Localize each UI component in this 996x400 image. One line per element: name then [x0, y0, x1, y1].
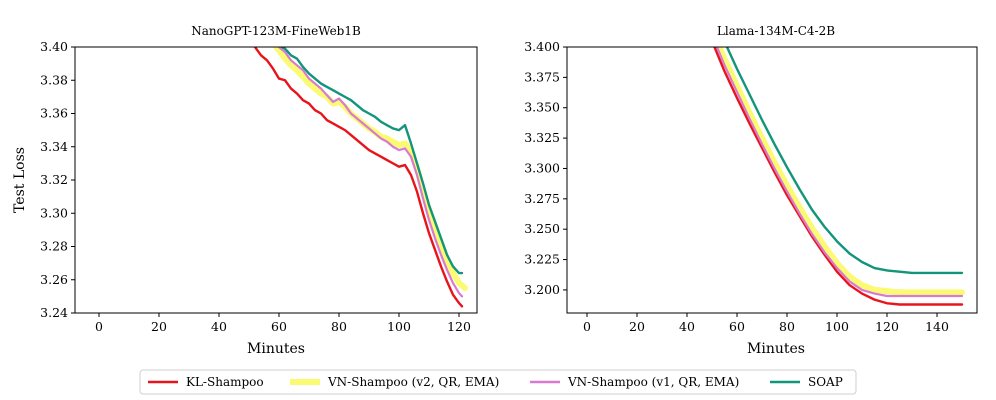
- chart-title-right: Llama-134M-C4-2B: [717, 24, 835, 38]
- x-axis-left: 0 20 40 60 80 100 120: [95, 313, 471, 334]
- y-tick-label-left: 3.34: [40, 139, 68, 154]
- y-tick-label-left: 3.28: [40, 239, 68, 254]
- panel-left: NanoGPT-123M-FineWeb1B 3.243.263.283.303…: [12, 24, 478, 357]
- x-tick-label-right: 40: [679, 319, 695, 334]
- y-tick-label-left: 3.32: [40, 172, 68, 187]
- x-tick-label-right: 80: [779, 319, 795, 334]
- x-tick-label-left: 80: [331, 319, 347, 334]
- plot-area-left: [253, 47, 468, 308]
- series-line-vn-shampoo-v2-qr-ema: [716, 47, 965, 296]
- legend-frame: [139, 369, 857, 395]
- series-line-soap: [725, 47, 964, 275]
- y-tick-label-left: 3.24: [40, 305, 68, 320]
- legend-label: VN-Shampoo (v2, QR, EMA): [327, 375, 499, 389]
- chart-title-left: NanoGPT-123M-FineWeb1B: [191, 24, 361, 38]
- y-tick-label-right: 3.250: [524, 221, 560, 236]
- legend-label: VN-Shampoo (v1, QR, EMA): [567, 375, 739, 389]
- legend-label: KL-Shampoo: [186, 375, 264, 389]
- x-axis-right: 0 20 40 60 80 100 120 140: [583, 313, 949, 334]
- y-tick-label-right: 3.375: [524, 69, 560, 84]
- legend-label: SOAP: [808, 375, 843, 389]
- plot-frame-right: [566, 46, 978, 314]
- y-tick-label-left: 3.36: [40, 106, 68, 121]
- y-tick-label-right: 3.400: [524, 39, 560, 54]
- x-tick-label-right: 120: [875, 319, 899, 334]
- y-tick-label-right: 3.225: [524, 252, 560, 267]
- plot-frame-left: [74, 46, 478, 314]
- y-tick-label-right: 3.350: [524, 100, 560, 115]
- x-tick-label-left: 100: [387, 319, 411, 334]
- x-tick-label-left: 40: [211, 319, 227, 334]
- y-tick-label-right: 3.275: [524, 191, 560, 206]
- y-axis-right: 3.200 3.225 3.250 3.275 3.300 3.325 3.350 3.375…: [524, 39, 567, 297]
- x-tick-label-left: 60: [271, 319, 287, 334]
- x-tick-label-right: 20: [629, 319, 645, 334]
- x-tick-label-right: 140: [925, 319, 949, 334]
- y-tick-label-left: 3.30: [40, 205, 68, 220]
- plot-area-right: [713, 47, 965, 306]
- x-tick-label-left: 0: [95, 319, 103, 334]
- y-tick-label-right: 3.325: [524, 130, 560, 145]
- x-tick-label-left: 20: [151, 319, 167, 334]
- series-line-vn-shampoo-v1-qr-ema: [715, 47, 964, 298]
- series-group-left: [253, 47, 468, 308]
- series-line-vn-shampoo-v1-qr-ema: [277, 47, 464, 298]
- x-tick-label-left: 120: [447, 319, 471, 334]
- legend: KL-Shampoo VN-Shampoo (v2, QR, EMA) VN-Sha…: [139, 369, 857, 395]
- y-tick-label-left: 3.38: [40, 72, 68, 87]
- y-axis-left: 3.24 3.26 3.28 3.30 3.32 3.34 3.36 3.38 3.40: [40, 39, 75, 320]
- series-line-kl-shampoo: [713, 47, 964, 306]
- y-axis-label-left: Test Loss: [12, 147, 28, 213]
- legend-entries: KL-Shampoo VN-Shampoo (v2, QR, EMA) VN-Sha…: [148, 375, 843, 389]
- series-line-soap: [280, 47, 464, 275]
- y-tick-label-right: 3.300: [524, 160, 560, 175]
- x-tick-label-right: 0: [583, 319, 591, 334]
- panel-right: Llama-134M-C4-2B 3.200 3.225 3.250 3.275 3.3…: [524, 24, 978, 357]
- x-tick-label-right: 100: [825, 319, 849, 334]
- y-tick-label-right: 3.200: [524, 282, 560, 297]
- x-axis-label-right: Minutes: [747, 341, 805, 357]
- series-line-kl-shampoo: [253, 47, 464, 308]
- y-tick-label-left: 3.40: [40, 39, 68, 54]
- series-group-right: [713, 47, 965, 306]
- x-tick-label-right: 60: [729, 319, 745, 334]
- y-tick-label-left: 3.26: [40, 272, 68, 287]
- x-axis-label-left: Minutes: [247, 341, 305, 357]
